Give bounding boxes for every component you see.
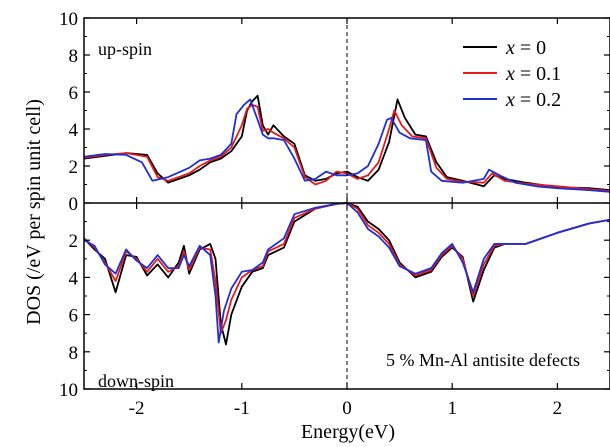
x-tick-label: 1 — [447, 398, 457, 419]
up-spin-y-tick-label: 4 — [69, 120, 79, 141]
up-spin-label: up-spin — [98, 39, 152, 59]
up-spin-panel — [83, 94, 610, 193]
antisite-annotation: 5 % Mn-Al antisite defects — [386, 350, 580, 370]
y-axis-title: DOS (/eV per spin unit cell) — [23, 99, 45, 325]
legend: x = 0 x = 0.1 x = 0.2 — [463, 37, 561, 111]
x-tick-label: -2 — [129, 398, 145, 419]
x-tick-label: 2 — [553, 398, 563, 419]
up-spin-series-2-line — [83, 98, 610, 193]
legend-label-2: x = 0.2 — [505, 89, 561, 111]
legend-label-1: x = 0.1 — [505, 63, 561, 85]
down-spin-y-tick-label: 8 — [69, 343, 79, 364]
up-spin-series-1-line — [83, 104, 610, 192]
up-spin-y-tick-label: 10 — [59, 9, 78, 30]
up-spin-y-tick-label: 2 — [69, 157, 79, 178]
down-spin-y-tick-label: 6 — [69, 306, 79, 327]
up-spin-y-tick-label: 8 — [69, 46, 79, 67]
down-spin-y-tick-label: 2 — [69, 231, 79, 252]
up-spin-y-tick-label: 6 — [69, 83, 79, 104]
legend-label-0: x = 0 — [505, 37, 546, 59]
up-spin-y-tick-label: 0 — [69, 194, 79, 215]
down-spin-label: down-spin — [98, 371, 174, 391]
x-tick-label: -1 — [234, 398, 250, 419]
axis-ticks — [84, 17, 610, 390]
axis-labels: -2 -1 0 1 2 0 2 4 6 8 10 2 4 6 8 10 — [59, 9, 562, 419]
down-spin-panel — [83, 202, 610, 346]
down-spin-y-tick-label: 10 — [59, 380, 78, 401]
down-spin-series-2-line — [83, 202, 610, 344]
x-tick-label: 0 — [342, 398, 352, 419]
x-axis-title: Energy(eV) — [301, 421, 395, 443]
down-spin-y-tick-label: 4 — [69, 268, 79, 289]
